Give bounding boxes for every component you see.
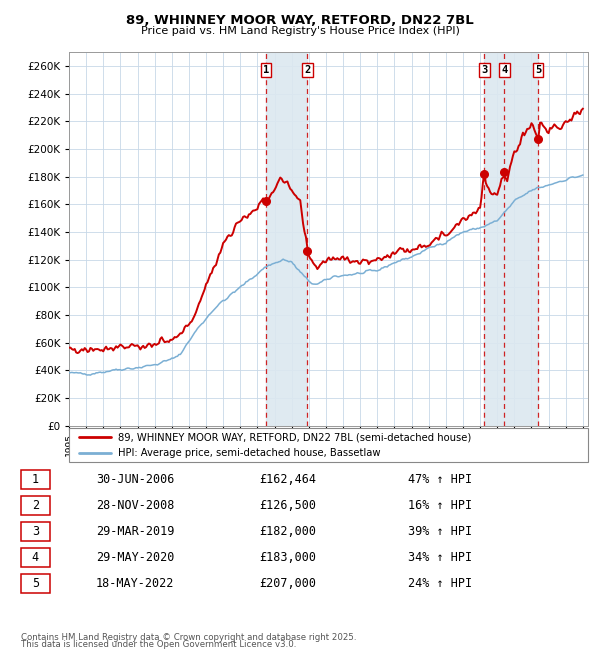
Text: HPI: Average price, semi-detached house, Bassetlaw: HPI: Average price, semi-detached house,… xyxy=(118,448,381,458)
Text: 3: 3 xyxy=(481,65,487,75)
Text: 89, WHINNEY MOOR WAY, RETFORD, DN22 7BL: 89, WHINNEY MOOR WAY, RETFORD, DN22 7BL xyxy=(126,14,474,27)
Text: 34% ↑ HPI: 34% ↑ HPI xyxy=(408,551,472,564)
Text: This data is licensed under the Open Government Licence v3.0.: This data is licensed under the Open Gov… xyxy=(21,640,296,649)
Text: 47% ↑ HPI: 47% ↑ HPI xyxy=(408,473,472,486)
Text: 24% ↑ HPI: 24% ↑ HPI xyxy=(408,577,472,590)
Bar xyxy=(484,52,538,426)
Text: 5: 5 xyxy=(32,577,39,590)
Text: £207,000: £207,000 xyxy=(260,577,317,590)
Text: Contains HM Land Registry data © Crown copyright and database right 2025.: Contains HM Land Registry data © Crown c… xyxy=(21,633,356,642)
Text: 1: 1 xyxy=(263,65,269,75)
Text: £183,000: £183,000 xyxy=(260,551,317,564)
Text: 3: 3 xyxy=(32,525,39,538)
Text: 18-MAY-2022: 18-MAY-2022 xyxy=(96,577,174,590)
Text: 16% ↑ HPI: 16% ↑ HPI xyxy=(408,499,472,512)
Text: £126,500: £126,500 xyxy=(260,499,317,512)
Text: 29-MAR-2019: 29-MAR-2019 xyxy=(96,525,174,538)
Text: 4: 4 xyxy=(32,551,39,564)
Text: 1: 1 xyxy=(32,473,39,486)
Bar xyxy=(266,52,307,426)
Text: 2: 2 xyxy=(304,65,311,75)
Text: 5: 5 xyxy=(535,65,541,75)
Text: £162,464: £162,464 xyxy=(260,473,317,486)
Text: 30-JUN-2006: 30-JUN-2006 xyxy=(96,473,174,486)
Text: 2: 2 xyxy=(32,499,39,512)
Text: 28-NOV-2008: 28-NOV-2008 xyxy=(96,499,174,512)
Text: 4: 4 xyxy=(501,65,508,75)
Text: £182,000: £182,000 xyxy=(260,525,317,538)
Text: Price paid vs. HM Land Registry's House Price Index (HPI): Price paid vs. HM Land Registry's House … xyxy=(140,26,460,36)
Text: 29-MAY-2020: 29-MAY-2020 xyxy=(96,551,174,564)
Text: 39% ↑ HPI: 39% ↑ HPI xyxy=(408,525,472,538)
Text: 89, WHINNEY MOOR WAY, RETFORD, DN22 7BL (semi-detached house): 89, WHINNEY MOOR WAY, RETFORD, DN22 7BL … xyxy=(118,432,472,442)
